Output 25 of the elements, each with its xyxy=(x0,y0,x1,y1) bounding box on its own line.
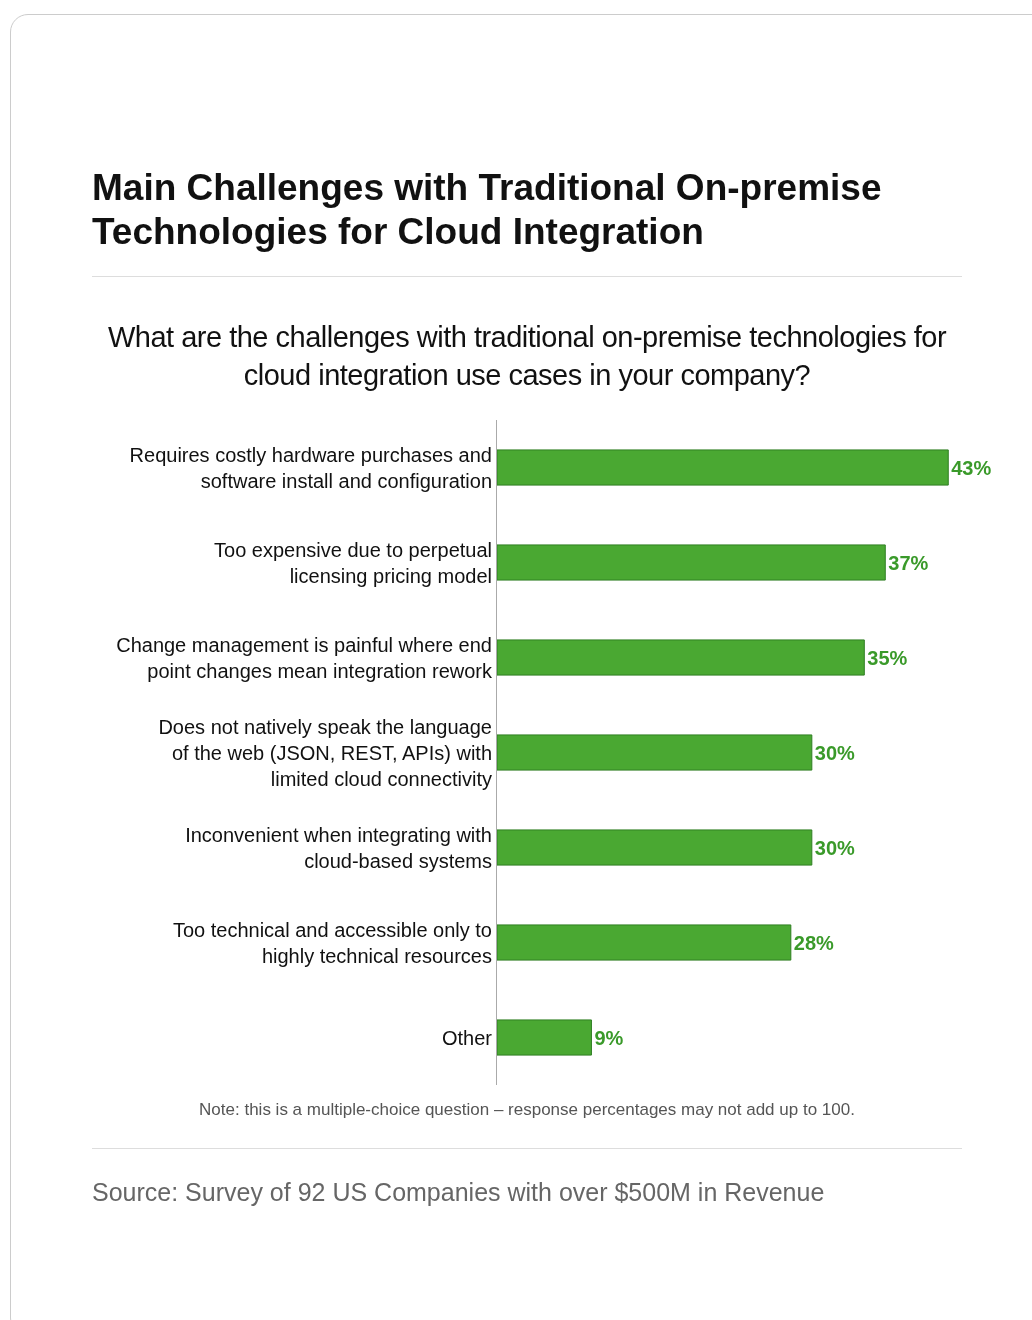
data-label: 30% xyxy=(814,836,856,859)
bar xyxy=(497,734,813,771)
bar xyxy=(497,544,886,581)
text: Note: this is a multiple-choice question – response percentages may not add up to 100. xyxy=(198,1100,856,1120)
data-label: 30% xyxy=(814,741,856,764)
data-label: 9% xyxy=(594,1026,624,1049)
y-tick-label: Requires costly hardware purchases and software install and configuration xyxy=(129,443,492,492)
data-label: 28% xyxy=(793,931,835,954)
y-tick-label: Inconvenient when integrating with cloud-based systems xyxy=(185,823,492,872)
bar xyxy=(497,639,865,676)
bar xyxy=(497,449,949,486)
data-label: 35% xyxy=(867,646,908,669)
chart-subtitle: What are the challenges with traditional on-premise technologies for cloud integration use cases in your company? xyxy=(106,320,948,393)
y-tick-label: Too technical and accessible only to highly technical resources xyxy=(172,918,492,967)
y-tick-label: Does not natively speak the language of the web (JSON, REST, APIs) with limited cloud connectivity xyxy=(158,715,492,790)
y-tick-label: Other xyxy=(441,1026,493,1049)
data-label: 43% xyxy=(951,456,992,479)
data-label: 37% xyxy=(888,551,929,574)
y-tick-label: Change management is painful where end point changes mean integration rework xyxy=(116,633,493,682)
bar xyxy=(497,1019,592,1056)
bar xyxy=(497,829,813,866)
y-tick-label: Too expensive due to perpetual licensing pricing model xyxy=(214,538,492,587)
source-note: Source: Survey of 92 US Companies with over $500M in Revenue xyxy=(92,1178,826,1207)
bar xyxy=(497,924,792,961)
chart-title: Main Challenges with Traditional On-premise Technologies for Cloud Integration xyxy=(92,166,883,254)
